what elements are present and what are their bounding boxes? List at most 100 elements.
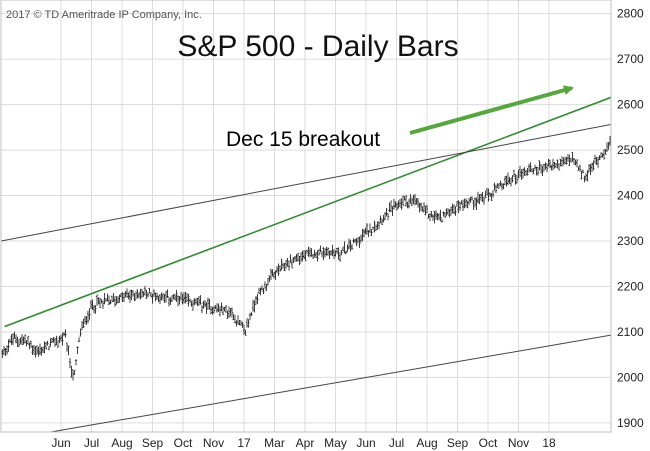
price-bar <box>136 289 139 299</box>
price-bar <box>515 174 519 184</box>
plot-frame <box>0 0 612 433</box>
price-bar <box>214 305 217 310</box>
price-bar <box>389 200 393 213</box>
price-bar <box>73 370 76 375</box>
price-bar <box>154 292 157 302</box>
price-bar <box>146 292 150 298</box>
price-bar <box>622 129 624 135</box>
price-bar <box>172 294 175 300</box>
price-bar <box>458 201 462 211</box>
price-bar <box>491 189 495 198</box>
price-bar <box>238 319 241 326</box>
price-bar <box>79 328 82 337</box>
price-bar <box>478 194 481 205</box>
price-bar <box>268 275 271 283</box>
price-bar <box>619 134 621 141</box>
price-bar <box>583 175 586 183</box>
price-bar <box>370 228 373 237</box>
price-bar <box>376 221 379 230</box>
price-bar <box>481 192 484 203</box>
price-bar <box>244 329 247 336</box>
price-bar <box>95 294 99 306</box>
price-bar <box>263 281 267 290</box>
price-bar <box>131 290 135 297</box>
price-bar <box>38 343 42 356</box>
price-bar <box>220 302 223 312</box>
price-bar <box>286 258 289 267</box>
price-bar <box>332 248 336 260</box>
price-bar <box>187 293 190 307</box>
price-bar <box>293 256 297 263</box>
price-bar <box>119 293 123 298</box>
price-bar <box>584 173 588 181</box>
price-bar <box>197 295 201 306</box>
price-bar <box>164 290 168 303</box>
price-bar <box>205 302 208 315</box>
price-bar <box>630 123 632 131</box>
price-bar <box>61 332 64 346</box>
price-bar <box>25 339 28 347</box>
price-bar <box>11 333 15 346</box>
price-bar <box>299 252 303 263</box>
price-bar <box>308 247 312 258</box>
price-bar <box>361 228 364 242</box>
price-bar <box>173 293 177 301</box>
price-bar <box>539 164 543 174</box>
price-bar <box>535 166 538 176</box>
price-bar <box>391 206 394 216</box>
price-bar <box>32 345 36 355</box>
price-bar <box>248 312 252 321</box>
price-bar <box>46 340 49 346</box>
price-bar <box>118 294 121 303</box>
price-bar <box>326 247 330 256</box>
price-bar <box>230 307 234 318</box>
price-bar <box>124 291 127 298</box>
green-trendline <box>4 96 611 328</box>
price-bar <box>281 262 285 269</box>
price-bar <box>551 158 555 171</box>
price-bar <box>586 170 589 182</box>
price-bar <box>236 315 240 325</box>
price-bar <box>338 252 342 262</box>
price-bar <box>8 338 12 344</box>
price-bar <box>287 260 291 271</box>
price-bar <box>406 201 409 209</box>
price-bar <box>419 202 423 212</box>
price-bar <box>161 293 165 300</box>
price-bar <box>176 295 180 307</box>
price-bar <box>505 175 508 187</box>
price-bar <box>241 321 244 329</box>
trendlines <box>1 96 611 432</box>
price-bar <box>440 218 444 223</box>
price-bar <box>274 270 277 280</box>
price-bar <box>430 211 433 218</box>
price-bar <box>637 125 639 132</box>
price-bars <box>1 123 639 381</box>
price-bar <box>392 198 396 210</box>
price-bar <box>52 337 55 343</box>
price-bar <box>634 124 636 133</box>
price-bar <box>526 168 529 176</box>
price-bar <box>50 338 54 344</box>
price-bar <box>550 165 553 171</box>
price-bar <box>269 268 273 281</box>
price-bar <box>358 236 361 248</box>
copyright-text: 2017 © TD Ameritrade IP Company, Inc. <box>6 9 202 21</box>
price-bar <box>589 164 592 175</box>
price-bar <box>424 205 427 216</box>
price-bar <box>356 237 360 243</box>
price-bar <box>232 313 235 321</box>
price-bar <box>509 178 513 187</box>
price-bar <box>188 298 192 303</box>
price-bar <box>323 248 327 258</box>
price-bar <box>19 337 22 345</box>
price-bar <box>484 190 487 198</box>
price-bar <box>305 249 309 255</box>
price-bar <box>179 292 183 301</box>
price-bar <box>80 321 84 330</box>
price-bar <box>320 251 324 258</box>
price-bar <box>185 292 189 302</box>
price-bar <box>518 165 522 177</box>
price-bar <box>151 293 154 304</box>
price-bar <box>520 169 523 180</box>
